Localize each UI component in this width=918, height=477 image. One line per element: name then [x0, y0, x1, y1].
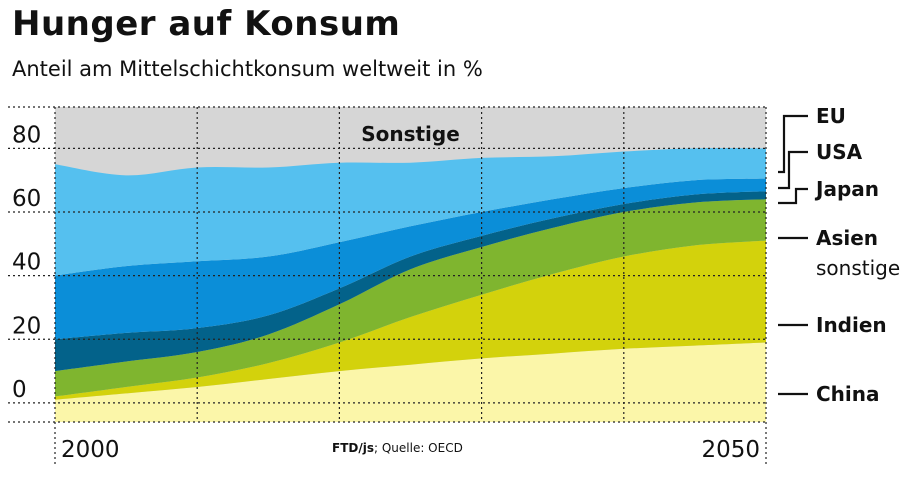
source-text: ; Quelle: OECD: [374, 441, 463, 455]
legend: EU USA Japan Asien sonstige Indien China: [778, 104, 900, 406]
y-tick-label: 0: [12, 377, 27, 403]
legend-label-indien: Indien: [816, 313, 887, 337]
y-tick-label: 40: [12, 250, 41, 276]
legend-label-china: China: [816, 382, 880, 406]
leader-line-eu: [778, 114, 808, 174]
x-tick-label: 2050: [701, 437, 760, 463]
legend-label-asien-sonstige: Asien: [816, 226, 878, 250]
leader-line-usa: [778, 150, 808, 190]
area-indien: [55, 240, 766, 400]
legend-label-japan: Japan: [814, 177, 879, 201]
area-japan: [55, 191, 766, 372]
chart-title: Hunger auf Konsum: [12, 4, 401, 44]
area-asien-sonstige: [55, 199, 766, 397]
legend-label-usa: USA: [816, 140, 863, 164]
label-layer: Sonstige: [361, 122, 460, 146]
source-credit: FTD/js: [332, 441, 374, 455]
x-tick-label: 2000: [61, 437, 120, 463]
legend-label-eu: EU: [816, 104, 846, 128]
leader-line-japan: [778, 187, 808, 205]
area-usa: [55, 178, 766, 340]
area-china: [55, 342, 766, 422]
chart-subtitle: Anteil am Mittelschichtkonsum weltweit i…: [12, 57, 483, 81]
y-tick-label: 80: [12, 122, 41, 148]
legend-sublabel-asien-sonstige: sonstige: [816, 256, 900, 280]
area-eu: [55, 148, 766, 276]
series-label-sonstige: Sonstige: [361, 122, 460, 146]
x-axis-ticks: 2000 2050: [61, 437, 760, 463]
source-note: FTD/js; Quelle: OECD: [332, 441, 463, 455]
y-axis-ticks: 0 20 40 60 80: [12, 122, 41, 403]
y-tick-label: 20: [12, 313, 41, 339]
area-layer: [55, 107, 766, 422]
grid-layer: [8, 106, 767, 466]
y-tick-label: 60: [12, 186, 41, 212]
